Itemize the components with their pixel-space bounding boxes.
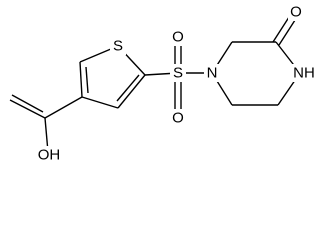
bonds [9, 13, 301, 153]
bond [11, 94, 44, 113]
bond [81, 96, 119, 109]
bond [44, 96, 83, 119]
atom-labels: S S O O N NH O OH [36, 3, 316, 164]
atom-label: O [172, 29, 184, 46]
bond [278, 16, 298, 46]
atom-label: O [172, 110, 184, 127]
label-bg [288, 3, 304, 21]
bond [117, 74, 146, 109]
bond [9, 99, 46, 119]
page: S S O O N NH O OH (() => { const data = … [9, 3, 316, 164]
bond [85, 66, 89, 94]
bond [116, 74, 140, 102]
label-bg [204, 64, 220, 82]
label-bg [170, 28, 186, 46]
atom-label: N [207, 65, 218, 82]
atom-label: O [290, 4, 302, 21]
label-bg [170, 64, 186, 82]
label-bg [110, 37, 126, 55]
structure-diagram: S S O O N NH O OH [9, 3, 316, 164]
label-bg [36, 146, 62, 164]
atom-label: S [113, 38, 123, 55]
label-bg [170, 109, 186, 127]
bond [79, 61, 83, 98]
atom-label: NH [293, 65, 315, 82]
label-bg [292, 64, 316, 82]
atom-label: S [173, 65, 183, 82]
atom-label: OH [38, 147, 61, 164]
